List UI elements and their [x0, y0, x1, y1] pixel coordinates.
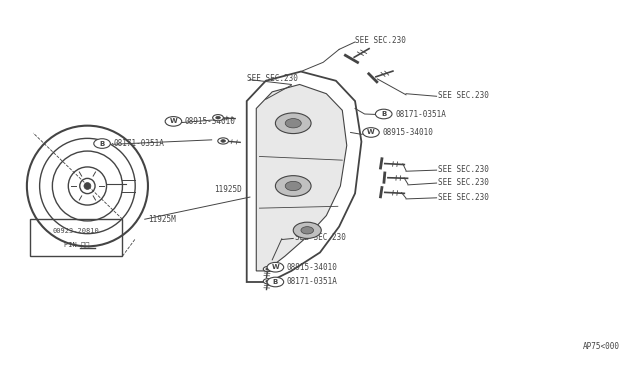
Circle shape	[266, 268, 269, 270]
Text: B: B	[381, 111, 387, 117]
Circle shape	[293, 222, 321, 238]
Circle shape	[363, 128, 380, 137]
Text: B: B	[273, 279, 278, 285]
Circle shape	[94, 139, 110, 148]
Text: SEE SEC.230: SEE SEC.230	[438, 91, 489, 100]
Text: AP75<000: AP75<000	[582, 342, 620, 351]
Circle shape	[221, 140, 225, 142]
Bar	[30, 219, 122, 256]
Text: W: W	[367, 129, 375, 135]
Circle shape	[267, 277, 284, 287]
Text: 00923-20810: 00923-20810	[53, 228, 100, 234]
Circle shape	[216, 116, 220, 119]
Circle shape	[275, 176, 311, 196]
Text: 08915-34010: 08915-34010	[383, 128, 433, 137]
Text: 08171-0351A: 08171-0351A	[113, 139, 164, 148]
Circle shape	[263, 279, 272, 284]
Text: 08171-0351A: 08171-0351A	[395, 109, 446, 119]
Text: SEE SEC.230: SEE SEC.230	[355, 36, 406, 45]
Circle shape	[376, 109, 392, 119]
Text: 08171-0351A: 08171-0351A	[287, 278, 338, 286]
Circle shape	[218, 138, 228, 144]
Text: SEE SEC.230: SEE SEC.230	[438, 165, 489, 174]
Text: 11925M: 11925M	[148, 215, 176, 224]
Text: SEE SEC.230: SEE SEC.230	[294, 233, 346, 242]
Circle shape	[275, 113, 311, 134]
Circle shape	[165, 116, 182, 126]
Circle shape	[266, 280, 269, 282]
Circle shape	[285, 181, 301, 191]
Text: SEE SEC.230: SEE SEC.230	[246, 74, 298, 83]
Text: W: W	[170, 118, 177, 124]
Ellipse shape	[84, 183, 91, 189]
Text: SEE SEC.230: SEE SEC.230	[438, 193, 489, 202]
Text: PIN ビ゚: PIN ビ゚	[63, 241, 89, 248]
Circle shape	[267, 262, 284, 272]
Circle shape	[263, 266, 272, 272]
Text: B: B	[99, 141, 105, 147]
Circle shape	[285, 119, 301, 128]
Polygon shape	[256, 84, 347, 271]
Text: 08915-34010: 08915-34010	[287, 263, 338, 272]
Circle shape	[212, 115, 223, 121]
Text: W: W	[271, 264, 279, 270]
Text: SEE SEC.230: SEE SEC.230	[438, 178, 489, 187]
Text: 08915-34010: 08915-34010	[185, 117, 236, 126]
Circle shape	[301, 227, 314, 234]
Text: 11925D: 11925D	[214, 185, 243, 194]
